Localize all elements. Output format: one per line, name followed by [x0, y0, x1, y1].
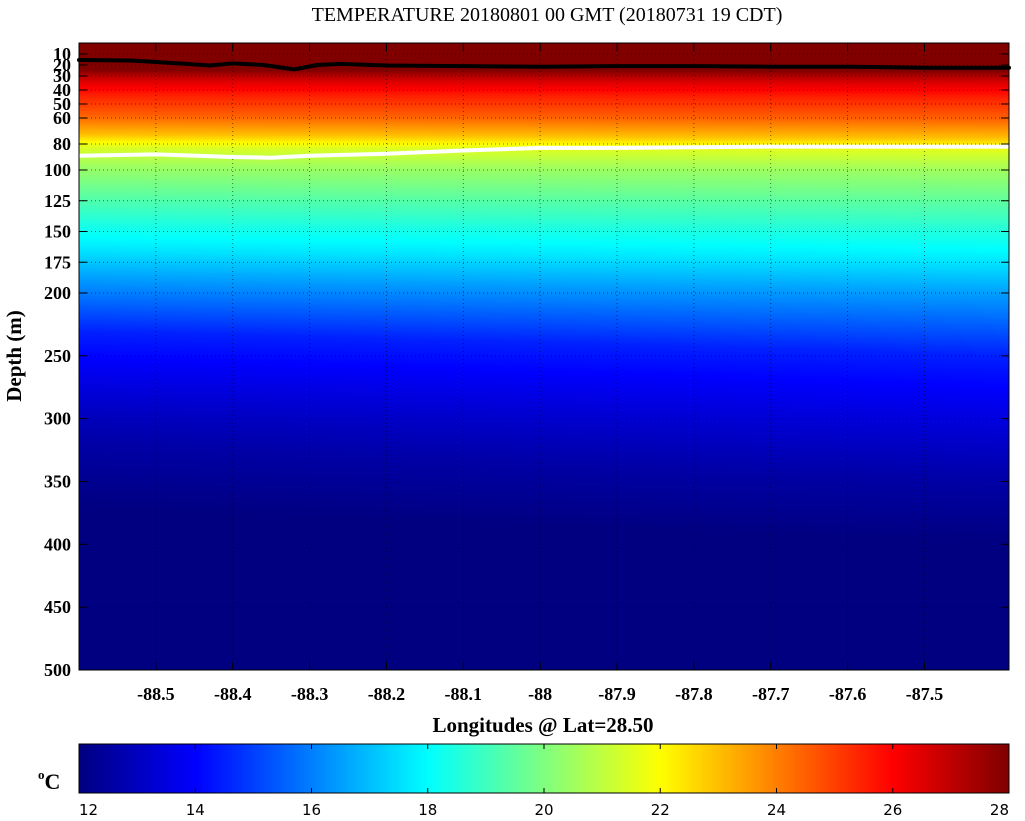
x-tick-label: -87.7	[752, 684, 790, 704]
colorbar-tick-label: 12	[79, 801, 98, 819]
y-tick-label: 250	[44, 346, 71, 366]
y-tick-label: 450	[44, 597, 71, 617]
x-tick-label: -88.1	[445, 684, 483, 704]
y-tick-label: 40	[53, 80, 71, 100]
x-tick-label: -88.2	[368, 684, 406, 704]
y-tick-label: 125	[44, 191, 71, 211]
y-tick-label: 175	[44, 252, 71, 272]
colorbar-tick-label: 24	[767, 801, 786, 819]
x-tick-label: -88.3	[291, 684, 329, 704]
y-tick-label: 60	[53, 108, 71, 128]
plot-frame	[78, 42, 1010, 671]
colorbar: 12 14 16 18 20 22 24 26 28 oC	[38, 743, 1010, 819]
y-tick-label: 100	[44, 160, 71, 180]
x-tick-label: -87.9	[598, 684, 636, 704]
x-tick-label: -87.5	[906, 684, 944, 704]
colorbar-unit-letter: C	[45, 769, 61, 794]
y-axis-label: Depth (m)	[2, 310, 26, 402]
y-tick-label: 30	[53, 66, 71, 86]
colorbar-unit-degree: o	[38, 767, 45, 782]
y-tick-label: 10	[53, 44, 71, 64]
y-tick-label: 400	[44, 534, 71, 554]
colorbar-tick-label: 22	[651, 801, 670, 819]
colorbar-ticks: 12 14 16 18 20 22 24 26 28	[78, 744, 1010, 819]
temperature-heatmap	[79, 43, 1009, 670]
colorbar-unit-label: oC	[38, 767, 60, 794]
isotherm-28-contour	[77, 58, 1011, 72]
y-tick-label: 300	[44, 409, 71, 429]
isotherm-22-contour	[77, 144, 1011, 160]
y-tick-label: 50	[53, 94, 71, 114]
x-tick-label: -88.5	[137, 684, 175, 704]
y-tick-label: 20	[53, 55, 71, 75]
x-tick-label: -87.6	[829, 684, 867, 704]
x-tick-label: -88.4	[214, 684, 252, 704]
x-tick-label: -87.8	[675, 684, 713, 704]
x-tick-label: -88	[528, 684, 552, 704]
isotherm-contours	[77, 58, 1011, 160]
y-tick-label: 80	[53, 134, 71, 154]
y-tick-label: 200	[44, 283, 71, 303]
colorbar-tick-label: 20	[534, 801, 553, 819]
x-axis-label: Longitudes @ Lat=28.50	[432, 713, 653, 737]
plot-area: -88.5 -88.4 -88.3 -88.2 -88.1 -88 -87.9 -87.8 -8…	[44, 42, 1011, 704]
colorbar-gradient	[79, 744, 1009, 793]
colorbar-tick-label: 18	[418, 801, 437, 819]
chart-title: TEMPERATURE 20180801 00 GMT (20180731 19…	[312, 4, 783, 26]
colorbar-tick-label: 26	[883, 801, 902, 819]
y-tick-label: 350	[44, 472, 71, 492]
y-tick-label: 500	[44, 660, 71, 680]
x-axis-ticks: -88.5 -88.4 -88.3 -88.2 -88.1 -88 -87.9 -87.8 -8…	[137, 43, 943, 704]
colorbar-tick-label: 14	[186, 801, 205, 819]
colorbar-tick-label: 16	[302, 801, 321, 819]
colorbar-tick-label: 28	[990, 801, 1009, 819]
y-tick-label: 150	[44, 222, 71, 242]
